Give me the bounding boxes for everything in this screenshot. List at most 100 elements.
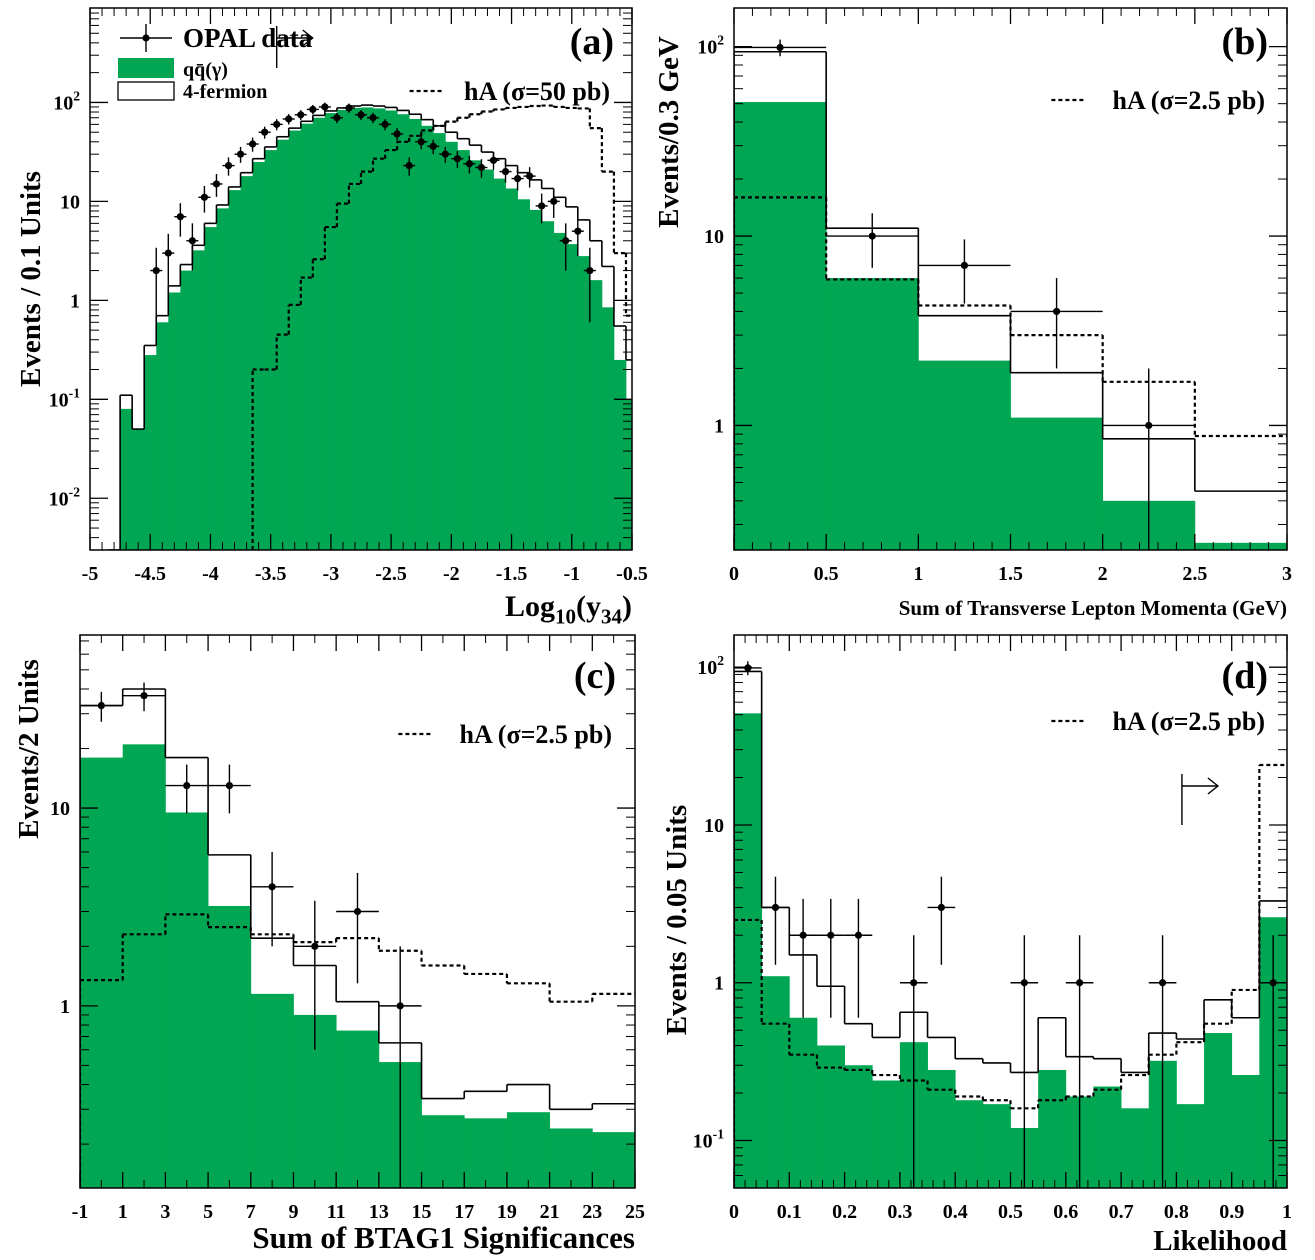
data-point — [381, 120, 389, 128]
qq-bar — [1093, 1086, 1122, 1188]
x-tick-label: 1 — [1282, 1201, 1292, 1223]
x-tick-label: 25 — [625, 1201, 645, 1223]
legend-fourf-label: 4-fermion — [183, 81, 267, 103]
qq-bar — [409, 119, 422, 550]
x-tick-label: -3 — [323, 563, 340, 585]
x-axis-title: Sum of BTAG1 Significances — [252, 1220, 635, 1255]
hA-legend-label: hA (σ=50 pb) — [464, 77, 610, 106]
data-point — [164, 249, 172, 257]
qq-bar — [1038, 1069, 1067, 1188]
x-tick-label: 15 — [412, 1201, 432, 1223]
qq-bar — [982, 1104, 1011, 1188]
hA-series — [80, 913, 635, 1188]
qq-bar — [481, 169, 494, 550]
data-point — [309, 105, 317, 114]
panel-b: 0 0.5 1 1.5 2 2.5 3 1 10 102 Sum of Transverse Lep… — [653, 7, 1292, 620]
cut-arrow-head — [302, 29, 314, 47]
x-tick-label: 13 — [369, 1201, 389, 1223]
qq-bar — [240, 176, 253, 550]
qq-bar — [312, 117, 326, 550]
data-point — [1020, 979, 1028, 987]
x-tick-label: -5 — [82, 563, 99, 585]
panel-a: -5 -4.5 -4 -3.5 -3 -2.5 -2 -1.5 -1 -0.510-210-111… — [15, 7, 648, 629]
y-tick-label: 1 — [70, 290, 80, 312]
qq-bar — [601, 307, 615, 550]
y-tick-label: 10-1 — [693, 1127, 725, 1153]
qq-bar — [457, 150, 470, 550]
hA-series — [734, 196, 1287, 550]
data-point — [799, 931, 807, 939]
x-tick-label: -2 — [443, 563, 460, 585]
qq-bar — [252, 162, 266, 550]
x-tick-label: -1 — [563, 563, 580, 585]
qq-bar — [122, 744, 166, 1188]
data-point — [183, 781, 191, 790]
qq-bar — [208, 905, 252, 1188]
qq-bar — [1176, 1104, 1205, 1188]
x-tick-label: 1 — [118, 1201, 128, 1223]
qq-bar — [553, 232, 567, 550]
data-point — [357, 111, 365, 119]
data-point — [854, 931, 863, 939]
data-point — [393, 130, 401, 138]
legend-qq-label: qq̄(γ) — [183, 59, 228, 81]
y-tick-label: 10-2 — [49, 484, 81, 510]
qq-bar — [464, 1118, 508, 1188]
cut-arrow — [1181, 774, 1220, 825]
y-tick-label: 10-1 — [49, 385, 81, 411]
legend-qq-swatch — [118, 58, 174, 78]
data-point — [441, 150, 449, 158]
plot-area — [734, 39, 1287, 550]
qq-bar — [1010, 417, 1104, 550]
x-tick-label: -4.5 — [134, 563, 166, 585]
panel-label: (a) — [570, 21, 614, 63]
qq-bar — [445, 141, 458, 550]
legend-fourf-swatch — [117, 81, 175, 101]
data-point — [417, 138, 425, 146]
x-axis-title: Log10(y34) — [505, 590, 632, 629]
data-points — [734, 39, 1195, 550]
data-point — [1052, 307, 1061, 316]
qq-bar — [469, 160, 482, 550]
data-point — [224, 161, 233, 170]
qq-bar — [927, 1069, 956, 1188]
x-tick-label: 2 — [1098, 563, 1108, 585]
data-point — [1158, 979, 1167, 987]
qq-bar — [433, 133, 446, 550]
plot-area — [734, 661, 1287, 1188]
data-point — [744, 664, 752, 672]
data-points — [150, 102, 596, 323]
qq-bar — [421, 1115, 465, 1188]
qq-bar — [204, 227, 217, 550]
panel-label: (c) — [574, 655, 616, 697]
y-axis: 10-1 1 10 102 — [693, 653, 1287, 1189]
x-tick-label: -4 — [202, 563, 219, 585]
qq-bar — [300, 123, 314, 550]
y-tick-label: 1 — [60, 996, 70, 1018]
data-point — [586, 266, 594, 275]
data-point — [311, 942, 319, 950]
hA-legend: hA (σ=2.5 pb) — [1051, 86, 1265, 115]
qq-bar — [955, 1100, 984, 1188]
y-tick-label: 10 — [704, 226, 724, 248]
qq-bar — [1121, 1108, 1150, 1188]
y-axis: 1 10 — [50, 640, 635, 1145]
y-tick-label: 102 — [697, 653, 724, 679]
plot-frame — [89, 7, 633, 551]
hA-series — [734, 763, 1287, 1188]
qq-bar — [120, 408, 133, 550]
data-point — [827, 931, 835, 939]
y-axis-title: Events/2 Units — [13, 659, 45, 839]
x-tick-label: 0.6 — [1053, 1201, 1078, 1223]
data-point — [1145, 421, 1153, 430]
qq-bar — [373, 108, 386, 550]
legend-data-label: OPAL data — [183, 23, 313, 53]
qq-bar — [625, 399, 632, 550]
data-point — [345, 104, 353, 112]
data-point — [550, 197, 558, 205]
x-tick-label: 1 — [913, 563, 923, 585]
panel-d: 0 0.1 0.2 0.3 0.4 0.5 0.6 0.7 0.8 0.9 1 10-1 1 10 102 L… — [661, 634, 1292, 1257]
data-point — [188, 237, 196, 245]
hA-legend-label: hA (σ=2.5 pb) — [460, 720, 613, 749]
panel-label: (b) — [1222, 21, 1268, 63]
